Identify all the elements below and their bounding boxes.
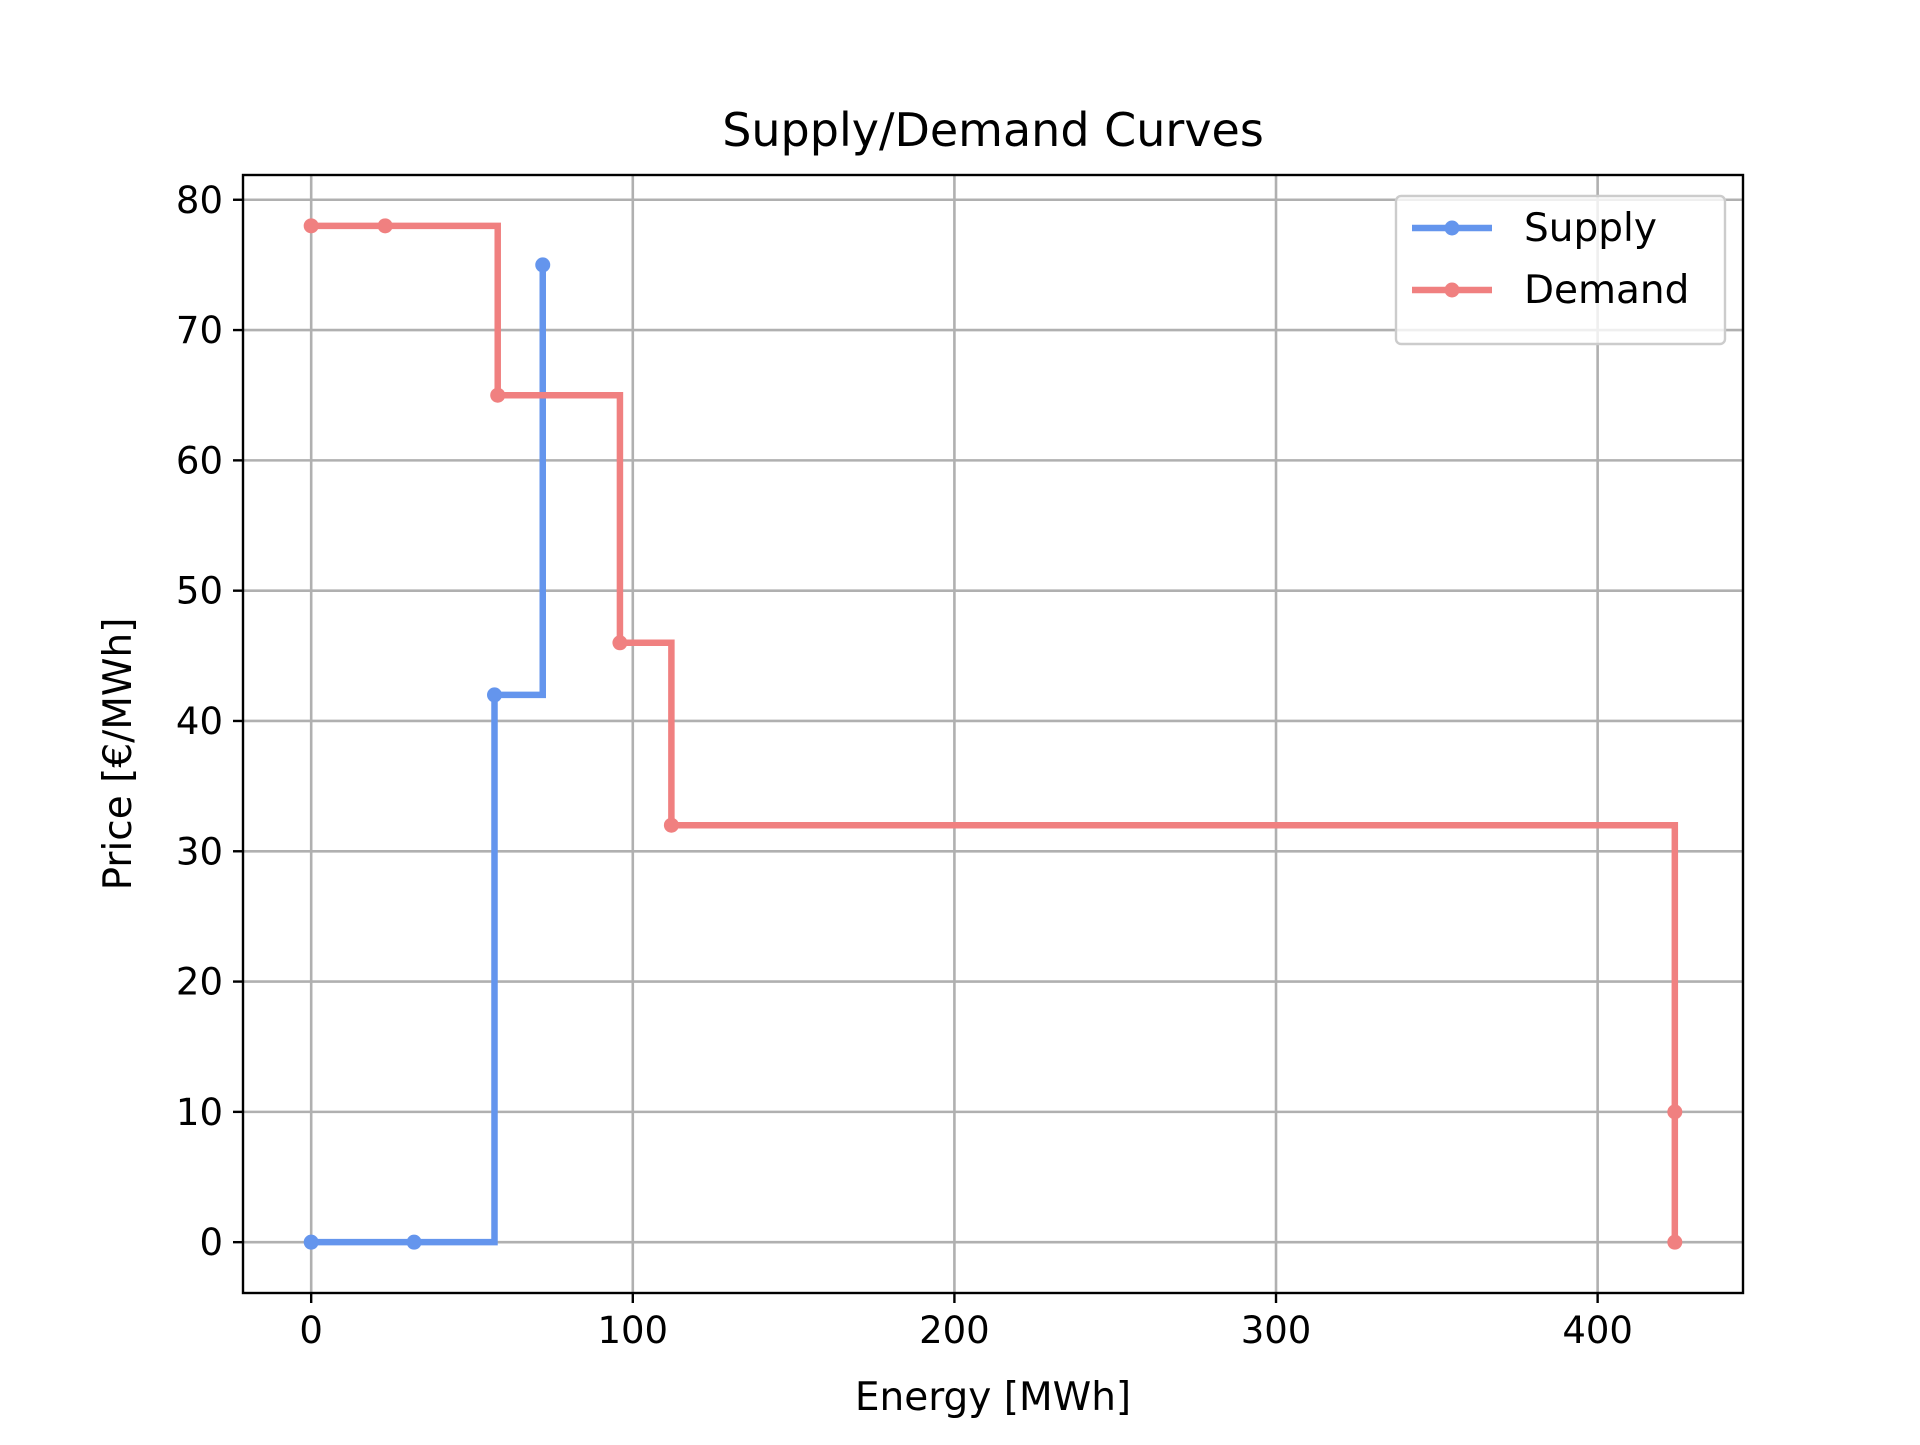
- y-tick-label: 30: [176, 830, 223, 873]
- y-tick-label: 60: [176, 439, 223, 482]
- legend-demand-label: Demand: [1524, 268, 1689, 313]
- chart-title: Supply/Demand Curves: [722, 103, 1264, 157]
- plot-frame: [241, 173, 1745, 1295]
- y-tick-label: 80: [176, 179, 223, 222]
- plot-series: [303, 218, 1683, 1250]
- y-tick-label: 50: [176, 570, 223, 613]
- demand-point: [303, 218, 319, 234]
- demand-point: [663, 817, 679, 833]
- supply-series: [303, 257, 551, 1250]
- demand-point: [1667, 1104, 1683, 1120]
- y-axis-label: Price [€/MWh]: [96, 618, 141, 891]
- supply-point: [303, 1234, 319, 1250]
- supply-point: [406, 1234, 422, 1250]
- axis-ticks: 0 100 200 300 400 0 10 20 30 40 50 60 70 80: [176, 179, 1633, 1352]
- y-tick-label: 20: [176, 961, 223, 1004]
- demand-point: [490, 387, 506, 403]
- y-tick-label: 70: [176, 309, 223, 352]
- supply-point: [487, 687, 503, 703]
- y-tick-label: 40: [176, 700, 223, 743]
- x-tick-label: 400: [1562, 1309, 1633, 1352]
- legend-demand-marker: [1444, 282, 1460, 298]
- legend-supply-marker: [1444, 220, 1460, 236]
- x-axis-label: Energy [MWh]: [855, 1375, 1131, 1420]
- demand-point: [1667, 1234, 1683, 1250]
- legend-box: [1394, 194, 1727, 346]
- supply-point: [535, 257, 551, 273]
- legend-supply-label: Supply: [1524, 206, 1657, 251]
- legend: Supply Demand: [1394, 194, 1727, 346]
- x-tick-label: 100: [597, 1309, 668, 1352]
- demand-line: [307, 222, 1679, 1246]
- demand-series: [303, 218, 1683, 1250]
- x-tick-label: 300: [1241, 1309, 1312, 1352]
- supply-line: [307, 261, 546, 1246]
- x-tick-label: 200: [919, 1309, 990, 1352]
- demand-point: [377, 218, 393, 234]
- y-tick-label: 10: [176, 1091, 223, 1134]
- demand-point: [612, 635, 628, 651]
- y-tick-label: 0: [199, 1221, 223, 1264]
- x-tick-label: 0: [299, 1309, 323, 1352]
